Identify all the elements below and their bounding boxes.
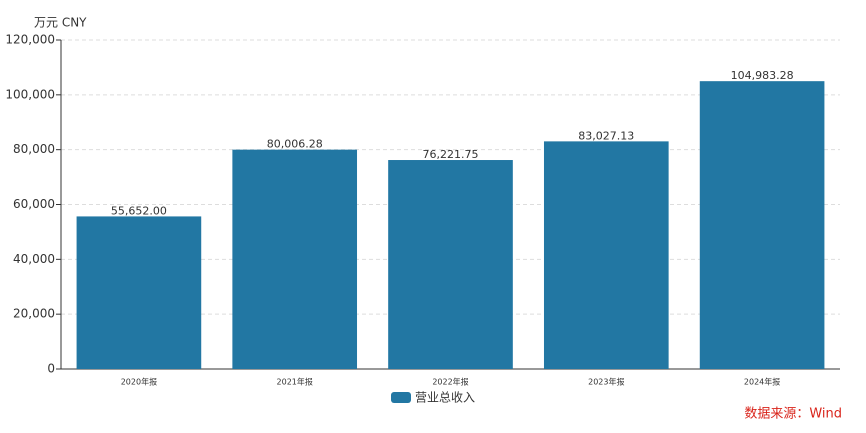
bar — [232, 149, 358, 369]
y-tick-label: 120,000 — [5, 33, 55, 47]
legend-swatch — [391, 392, 411, 403]
x-tick-label: 2021年报 — [277, 377, 313, 387]
bar — [76, 216, 202, 369]
y-tick-label: 100,000 — [5, 87, 55, 101]
x-tick-label: 2024年报 — [744, 377, 780, 387]
bar — [543, 141, 669, 369]
value-label: 55,652.00 — [111, 204, 167, 217]
bar — [388, 160, 513, 369]
x-tick-label: 2022年报 — [432, 377, 468, 387]
value-label: 83,027.13 — [578, 129, 634, 142]
y-tick-label: 60,000 — [13, 197, 55, 211]
y-tick-label: 20,000 — [13, 307, 55, 321]
value-label: 104,983.28 — [731, 69, 794, 82]
y-tick-label: 40,000 — [13, 252, 55, 266]
bar — [699, 81, 825, 369]
x-tick-label: 2020年报 — [121, 377, 157, 387]
legend-label: 营业总收入 — [415, 391, 475, 405]
value-label: 80,006.28 — [267, 138, 323, 151]
value-label: 76,221.75 — [423, 148, 479, 161]
x-tick-label: 2023年报 — [588, 377, 624, 387]
y-tick-label: 80,000 — [13, 142, 55, 156]
y-tick-label: 0 — [47, 362, 55, 376]
y-axis-label: 万元 CNY — [34, 16, 87, 30]
source: 数据来源：Wind — [744, 407, 842, 422]
